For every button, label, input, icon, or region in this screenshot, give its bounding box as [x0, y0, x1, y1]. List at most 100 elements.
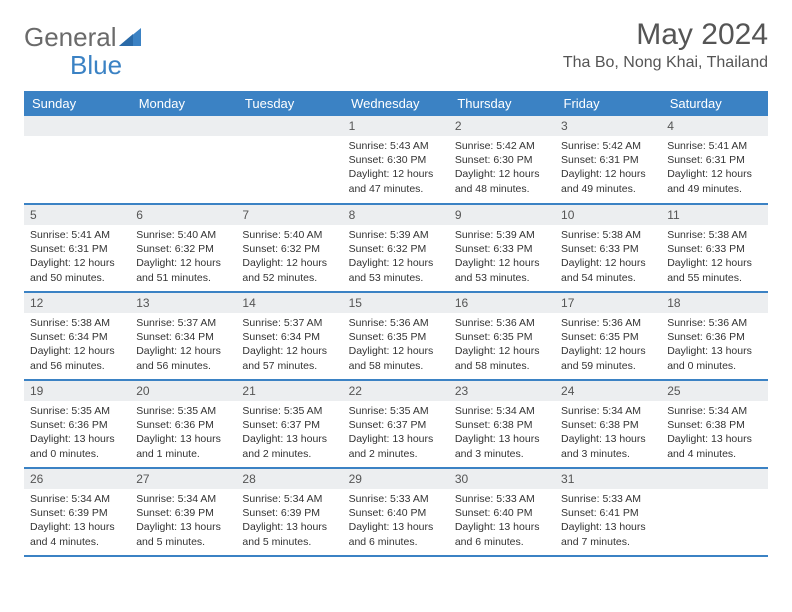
daylight-line: Daylight: 12 hours and 49 minutes. [561, 168, 646, 194]
month-title: May 2024 [563, 18, 768, 52]
sunrise-line: Sunrise: 5:38 AM [667, 229, 747, 241]
sunset-line: Sunset: 6:32 PM [136, 243, 214, 255]
calendar-day-cell: 27Sunrise: 5:34 AMSunset: 6:39 PMDayligh… [130, 468, 236, 556]
sunset-line: Sunset: 6:35 PM [561, 331, 639, 343]
day-number: 27 [130, 469, 236, 489]
weekday-header: Thursday [449, 91, 555, 116]
calendar-day-cell: 29Sunrise: 5:33 AMSunset: 6:40 PMDayligh… [343, 468, 449, 556]
sunset-line: Sunset: 6:31 PM [667, 154, 745, 166]
day-content: Sunrise: 5:34 AMSunset: 6:39 PMDaylight:… [236, 489, 342, 552]
day-number-empty [661, 469, 767, 489]
calendar-day-cell [236, 116, 342, 204]
day-content: Sunrise: 5:36 AMSunset: 6:35 PMDaylight:… [343, 313, 449, 376]
calendar-week-row: 26Sunrise: 5:34 AMSunset: 6:39 PMDayligh… [24, 468, 768, 556]
sunrise-line: Sunrise: 5:34 AM [455, 405, 535, 417]
daylight-line: Daylight: 13 hours and 2 minutes. [242, 433, 327, 459]
calendar-week-row: 12Sunrise: 5:38 AMSunset: 6:34 PMDayligh… [24, 292, 768, 380]
logo-triangle-icon [119, 28, 141, 46]
calendar-day-cell: 9Sunrise: 5:39 AMSunset: 6:33 PMDaylight… [449, 204, 555, 292]
sunset-line: Sunset: 6:39 PM [136, 507, 214, 519]
sunset-line: Sunset: 6:41 PM [561, 507, 639, 519]
calendar-day-cell: 12Sunrise: 5:38 AMSunset: 6:34 PMDayligh… [24, 292, 130, 380]
daylight-line: Daylight: 12 hours and 55 minutes. [667, 257, 752, 283]
daylight-line: Daylight: 12 hours and 50 minutes. [30, 257, 115, 283]
sunset-line: Sunset: 6:31 PM [30, 243, 108, 255]
day-content: Sunrise: 5:39 AMSunset: 6:33 PMDaylight:… [449, 225, 555, 288]
calendar-day-cell: 31Sunrise: 5:33 AMSunset: 6:41 PMDayligh… [555, 468, 661, 556]
sunset-line: Sunset: 6:37 PM [242, 419, 320, 431]
sunset-line: Sunset: 6:40 PM [455, 507, 533, 519]
calendar-day-cell: 13Sunrise: 5:37 AMSunset: 6:34 PMDayligh… [130, 292, 236, 380]
daylight-line: Daylight: 13 hours and 6 minutes. [349, 521, 434, 547]
title-block: May 2024 Tha Bo, Nong Khai, Thailand [563, 18, 768, 72]
day-number: 2 [449, 116, 555, 136]
day-number: 26 [24, 469, 130, 489]
calendar-day-cell: 15Sunrise: 5:36 AMSunset: 6:35 PMDayligh… [343, 292, 449, 380]
calendar-day-cell [661, 468, 767, 556]
sunset-line: Sunset: 6:34 PM [30, 331, 108, 343]
day-number: 5 [24, 205, 130, 225]
day-number: 11 [661, 205, 767, 225]
daylight-line: Daylight: 12 hours and 47 minutes. [349, 168, 434, 194]
day-content: Sunrise: 5:35 AMSunset: 6:36 PMDaylight:… [24, 401, 130, 464]
day-number: 28 [236, 469, 342, 489]
calendar-week-row: 5Sunrise: 5:41 AMSunset: 6:31 PMDaylight… [24, 204, 768, 292]
sunset-line: Sunset: 6:36 PM [136, 419, 214, 431]
sunrise-line: Sunrise: 5:33 AM [455, 493, 535, 505]
calendar-day-cell: 7Sunrise: 5:40 AMSunset: 6:32 PMDaylight… [236, 204, 342, 292]
sunset-line: Sunset: 6:31 PM [561, 154, 639, 166]
daylight-line: Daylight: 13 hours and 7 minutes. [561, 521, 646, 547]
calendar-day-cell: 22Sunrise: 5:35 AMSunset: 6:37 PMDayligh… [343, 380, 449, 468]
sunset-line: Sunset: 6:33 PM [455, 243, 533, 255]
calendar-day-cell: 18Sunrise: 5:36 AMSunset: 6:36 PMDayligh… [661, 292, 767, 380]
calendar-day-cell: 20Sunrise: 5:35 AMSunset: 6:36 PMDayligh… [130, 380, 236, 468]
calendar-header-row: SundayMondayTuesdayWednesdayThursdayFrid… [24, 91, 768, 116]
daylight-line: Daylight: 13 hours and 5 minutes. [136, 521, 221, 547]
daylight-line: Daylight: 12 hours and 53 minutes. [455, 257, 540, 283]
day-content: Sunrise: 5:40 AMSunset: 6:32 PMDaylight:… [130, 225, 236, 288]
daylight-line: Daylight: 12 hours and 53 minutes. [349, 257, 434, 283]
calendar-day-cell: 26Sunrise: 5:34 AMSunset: 6:39 PMDayligh… [24, 468, 130, 556]
calendar-day-cell: 30Sunrise: 5:33 AMSunset: 6:40 PMDayligh… [449, 468, 555, 556]
sunset-line: Sunset: 6:30 PM [455, 154, 533, 166]
day-content: Sunrise: 5:41 AMSunset: 6:31 PMDaylight:… [24, 225, 130, 288]
daylight-line: Daylight: 12 hours and 48 minutes. [455, 168, 540, 194]
day-number: 21 [236, 381, 342, 401]
weekday-header: Sunday [24, 91, 130, 116]
sunrise-line: Sunrise: 5:35 AM [136, 405, 216, 417]
day-content: Sunrise: 5:34 AMSunset: 6:38 PMDaylight:… [555, 401, 661, 464]
daylight-line: Daylight: 12 hours and 57 minutes. [242, 345, 327, 371]
calendar-day-cell: 17Sunrise: 5:36 AMSunset: 6:35 PMDayligh… [555, 292, 661, 380]
day-number-empty [130, 116, 236, 136]
day-number: 16 [449, 293, 555, 313]
day-number: 4 [661, 116, 767, 136]
sunset-line: Sunset: 6:33 PM [667, 243, 745, 255]
sunset-line: Sunset: 6:36 PM [667, 331, 745, 343]
calendar-day-cell: 1Sunrise: 5:43 AMSunset: 6:30 PMDaylight… [343, 116, 449, 204]
sunset-line: Sunset: 6:35 PM [349, 331, 427, 343]
day-number: 18 [661, 293, 767, 313]
sunset-line: Sunset: 6:35 PM [455, 331, 533, 343]
day-content: Sunrise: 5:36 AMSunset: 6:36 PMDaylight:… [661, 313, 767, 376]
sunset-line: Sunset: 6:32 PM [349, 243, 427, 255]
weekday-header: Wednesday [343, 91, 449, 116]
sunset-line: Sunset: 6:37 PM [349, 419, 427, 431]
sunset-line: Sunset: 6:40 PM [349, 507, 427, 519]
day-number: 3 [555, 116, 661, 136]
sunset-line: Sunset: 6:33 PM [561, 243, 639, 255]
day-number: 25 [661, 381, 767, 401]
sunset-line: Sunset: 6:38 PM [561, 419, 639, 431]
day-number: 10 [555, 205, 661, 225]
day-content: Sunrise: 5:38 AMSunset: 6:34 PMDaylight:… [24, 313, 130, 376]
calendar-table: SundayMondayTuesdayWednesdayThursdayFrid… [24, 91, 768, 557]
daylight-line: Daylight: 13 hours and 6 minutes. [455, 521, 540, 547]
calendar-day-cell [24, 116, 130, 204]
day-content: Sunrise: 5:38 AMSunset: 6:33 PMDaylight:… [555, 225, 661, 288]
sunset-line: Sunset: 6:39 PM [242, 507, 320, 519]
daylight-line: Daylight: 13 hours and 0 minutes. [667, 345, 752, 371]
daylight-line: Daylight: 12 hours and 56 minutes. [30, 345, 115, 371]
calendar-day-cell: 2Sunrise: 5:42 AMSunset: 6:30 PMDaylight… [449, 116, 555, 204]
day-content: Sunrise: 5:35 AMSunset: 6:36 PMDaylight:… [130, 401, 236, 464]
weekday-header: Saturday [661, 91, 767, 116]
sunrise-line: Sunrise: 5:34 AM [30, 493, 110, 505]
